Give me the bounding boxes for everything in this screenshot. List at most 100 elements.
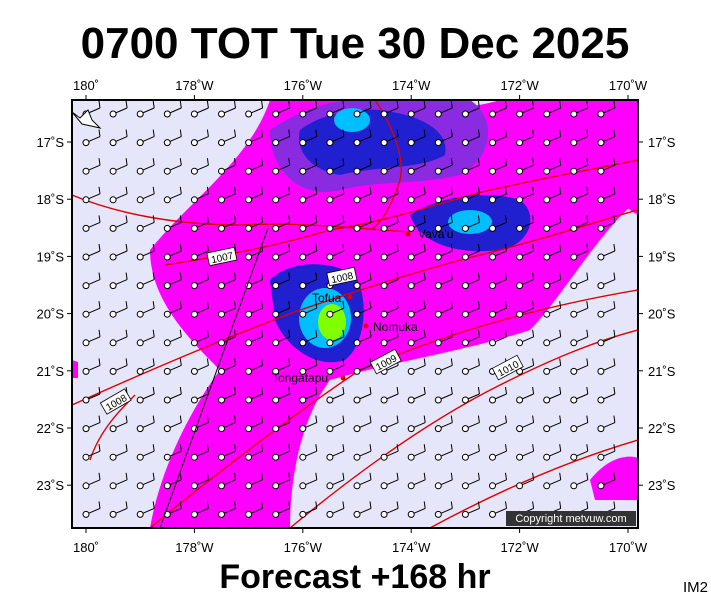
wind-station: [136, 396, 144, 404]
lon-label: 178˚W: [175, 78, 214, 93]
wind-barb: [179, 129, 182, 137]
wind-station: [407, 310, 415, 318]
wind-barb: [559, 215, 562, 223]
lat-label: 17˚S: [37, 135, 65, 150]
wind-station: [299, 282, 307, 290]
wind-barb: [125, 501, 128, 509]
wind-station: [272, 510, 280, 518]
wind-station: [380, 110, 388, 118]
wind-station: [109, 453, 117, 461]
wind-barb: [179, 501, 182, 509]
wind-station: [218, 510, 225, 518]
wind-station: [272, 253, 280, 261]
wind-barb: [586, 501, 589, 509]
wind-station: [326, 224, 334, 232]
wind-barb: [450, 358, 453, 366]
wind-station: [434, 310, 442, 318]
wind-station: [353, 396, 361, 404]
wind-station: [516, 139, 524, 147]
wind-station: [461, 282, 469, 290]
wind-station: [516, 339, 524, 347]
wind-barb: [423, 301, 426, 309]
wind-barb: [342, 415, 345, 423]
wind-station: [461, 367, 469, 375]
wind-station: [190, 510, 198, 518]
island: [72, 109, 102, 129]
wind-barb: [396, 501, 399, 509]
wind-station: [461, 510, 469, 518]
isobar-label: 1008: [330, 271, 354, 286]
wind-barb: [125, 472, 128, 480]
wind-station: [326, 110, 334, 118]
wind-field-magenta: [72, 360, 78, 378]
wind-station: [136, 110, 144, 118]
wind-station: [163, 425, 171, 433]
wind-station: [82, 453, 90, 461]
wind-barb: [477, 415, 480, 423]
wind-station: [570, 196, 578, 204]
wind-station: [82, 339, 90, 347]
wind-station: [299, 253, 307, 261]
wind-barb: [98, 386, 101, 395]
wind-barb: [613, 100, 616, 109]
lat-label: 18˚S: [37, 192, 65, 207]
wind-barb: [559, 301, 562, 309]
wind-barb: [532, 243, 535, 252]
wind-barb: [288, 444, 291, 452]
wind-station: [109, 253, 117, 261]
wind-barb: [152, 501, 155, 509]
wind-station: [380, 425, 388, 433]
wind-station: [326, 425, 334, 433]
wind-barb: [179, 215, 182, 223]
wind-barb: [206, 243, 209, 252]
wind-barb: [532, 415, 535, 423]
wind-barb: [315, 158, 318, 166]
wind-barb: [532, 501, 535, 509]
wind-barb: [261, 444, 264, 452]
wind-barb: [288, 100, 291, 109]
wind-barb: [477, 186, 480, 194]
wind-barb: [152, 358, 155, 366]
wind-barb: [532, 444, 535, 452]
wind-station: [82, 367, 90, 375]
wind-barb: [125, 158, 128, 166]
wind-station: [299, 224, 307, 232]
wind-station: [434, 367, 442, 375]
wind-barb: [342, 329, 345, 337]
wind-barb: [261, 358, 264, 366]
wind-station: [272, 367, 280, 375]
wind-station: [326, 139, 334, 147]
wind-barb: [423, 186, 426, 194]
wind-station: [109, 224, 117, 232]
wind-station: [461, 453, 469, 461]
wind-station: [380, 310, 388, 318]
wind-barb: [369, 415, 372, 423]
wind-barb: [288, 158, 291, 166]
wind-station: [407, 224, 415, 232]
wind-barb: [369, 100, 372, 109]
wind-barb: [477, 158, 480, 166]
wind-barb: [125, 100, 128, 109]
wind-barb: [477, 272, 480, 280]
wind-barb: [234, 272, 236, 280]
wind-barb: [477, 215, 480, 223]
wind-barb: [342, 301, 345, 309]
wind-barb: [586, 358, 589, 366]
wind-barb: [206, 415, 209, 423]
wind-station: [109, 110, 117, 118]
wind-barb: [261, 272, 264, 280]
wind-barb: [423, 272, 426, 280]
wind-barb: [206, 186, 209, 194]
wind-station: [326, 510, 334, 518]
wind-barb: [179, 243, 182, 252]
wind-station: [163, 453, 171, 461]
wind-station: [380, 282, 388, 290]
wind-station: [218, 224, 225, 232]
wind-station: [326, 367, 334, 375]
wind-station: [299, 110, 307, 118]
wind-station: [570, 367, 578, 375]
wind-barb: [315, 186, 318, 194]
wind-station: [353, 139, 361, 147]
wind-barb: [315, 215, 318, 223]
wind-station: [380, 139, 388, 147]
